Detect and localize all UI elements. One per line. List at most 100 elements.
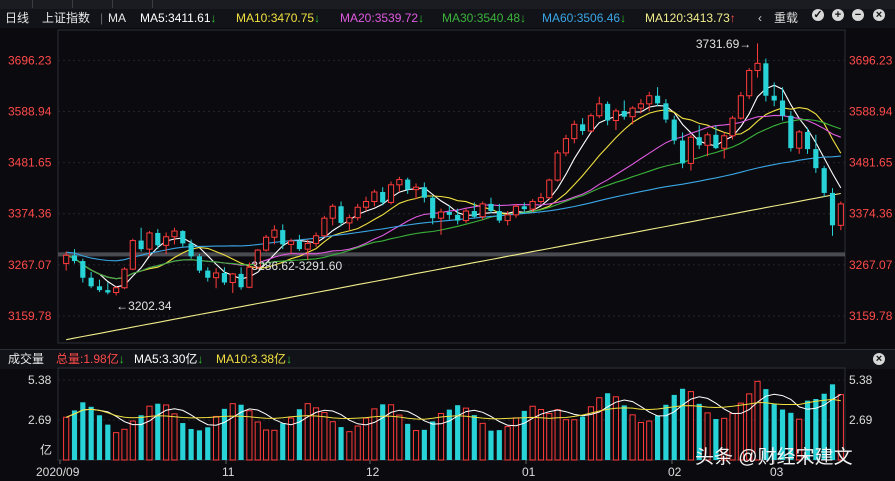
candle-body [605, 103, 611, 121]
y-tick-label-left: 3588.94 [8, 104, 52, 118]
volume-bar [571, 419, 578, 461]
volume-bar [687, 391, 694, 461]
candle-body [371, 191, 378, 203]
candle-body [304, 242, 311, 250]
legend-ma20-value: 3539.72 [374, 11, 419, 25]
candle-body [504, 214, 511, 222]
volume-bar [605, 393, 611, 460]
volume-bar [779, 409, 786, 460]
volume-bar [380, 404, 386, 460]
volume-bar [205, 427, 211, 460]
candle-body [346, 217, 353, 224]
candle-body [612, 110, 620, 122]
down-arrow-icon: ↓ [620, 11, 627, 25]
candle-body [196, 256, 203, 271]
y-tick-label-right: 3481.65 [849, 156, 893, 170]
candle-body [737, 95, 744, 119]
period-label[interactable]: 日线 [5, 11, 30, 25]
down-arrow-icon: ↓ [520, 11, 527, 25]
legend-ma5-name: MA5 [140, 11, 165, 25]
toolbar-tab[interactable] [0, 0, 33, 8]
toolbar-tab[interactable] [80, 0, 113, 8]
candle-body [146, 232, 153, 250]
x-tick-label: 12 [366, 465, 380, 479]
y-tick-label-right: 3588.94 [849, 104, 893, 118]
volume-bar [396, 414, 403, 461]
y-tick-label-right: 3696.23 [849, 53, 893, 67]
candle-body [763, 63, 769, 96]
down-arrow-icon: ↓ [118, 352, 125, 366]
candle-body [113, 287, 120, 294]
candle-body [554, 152, 561, 181]
volume-bar [113, 432, 120, 461]
legend-ma-label[interactable]: MA [108, 11, 126, 25]
volume-bar [721, 417, 728, 461]
volume-bar [362, 417, 370, 461]
x-tick-label: 01 [522, 465, 536, 479]
ma-line-ma10 [66, 107, 842, 280]
volume-unit: 亿 [40, 442, 52, 457]
gridlines [57, 29, 846, 464]
candle-body [629, 107, 636, 118]
volume-tick-right: 2.69 [849, 413, 873, 427]
volume-bar [329, 421, 336, 461]
candle-body [729, 117, 736, 137]
candle-body [238, 273, 244, 288]
volume-bar [387, 404, 395, 461]
price-frame [57, 29, 846, 344]
zoom-out-icon[interactable]: − [852, 9, 864, 21]
candle-body [387, 184, 395, 203]
volume-bar [663, 404, 669, 460]
zoom-in-icon[interactable]: + [832, 9, 844, 21]
candle-body [129, 240, 136, 270]
volume-bar [546, 413, 553, 461]
volume-bar [196, 430, 203, 460]
volume-bar [512, 417, 520, 461]
toolbar-tab[interactable] [120, 0, 153, 8]
candle-body [105, 290, 111, 293]
volume-bar [188, 429, 194, 460]
close-icon[interactable]: × [873, 9, 885, 21]
candle-body [213, 272, 220, 279]
chevron-left-icon[interactable]: ‹ [758, 11, 762, 25]
candle-body [71, 255, 78, 262]
volume-ma5-value: 3.30亿 [162, 352, 198, 366]
toolbar-tab[interactable] [40, 0, 73, 8]
candle-body [679, 140, 686, 164]
volume-bar [262, 429, 270, 461]
volume-bar [246, 410, 253, 461]
volume-bar [704, 412, 711, 461]
candle-body [229, 273, 236, 283]
y-tick-label-left: 3481.65 [8, 156, 52, 170]
candle-body [571, 123, 578, 140]
candle-body [512, 205, 520, 216]
volume-bar [354, 425, 361, 461]
settings-icon[interactable]: ✓ [812, 9, 824, 21]
volume-bar [829, 384, 836, 460]
y-tick-label-left: 3159.78 [8, 309, 52, 323]
candle-body [354, 206, 361, 219]
close-icon[interactable]: × [873, 353, 885, 365]
volume-bar [612, 396, 620, 461]
candle-body [96, 286, 103, 291]
candle-body [804, 131, 811, 150]
volume-bar [421, 429, 427, 460]
candle-body [696, 137, 702, 146]
volume-bar [737, 402, 744, 461]
volume-bar [96, 415, 103, 460]
candle-body [430, 197, 436, 219]
up-arrow-icon: ↑ [729, 11, 736, 25]
candle-body [721, 135, 728, 149]
volume-bar [271, 429, 278, 461]
rights-button[interactable]: 重载 [774, 11, 799, 25]
volume-bar [437, 412, 445, 461]
support-band [58, 252, 845, 257]
legend-ma10-value: 3470.75 [270, 11, 315, 25]
down-arrow-icon: ↓ [286, 352, 293, 366]
candle-body [646, 95, 653, 105]
volume-label: 成交量 [8, 352, 45, 366]
volume-bar [504, 426, 511, 461]
candle-body [446, 211, 452, 215]
